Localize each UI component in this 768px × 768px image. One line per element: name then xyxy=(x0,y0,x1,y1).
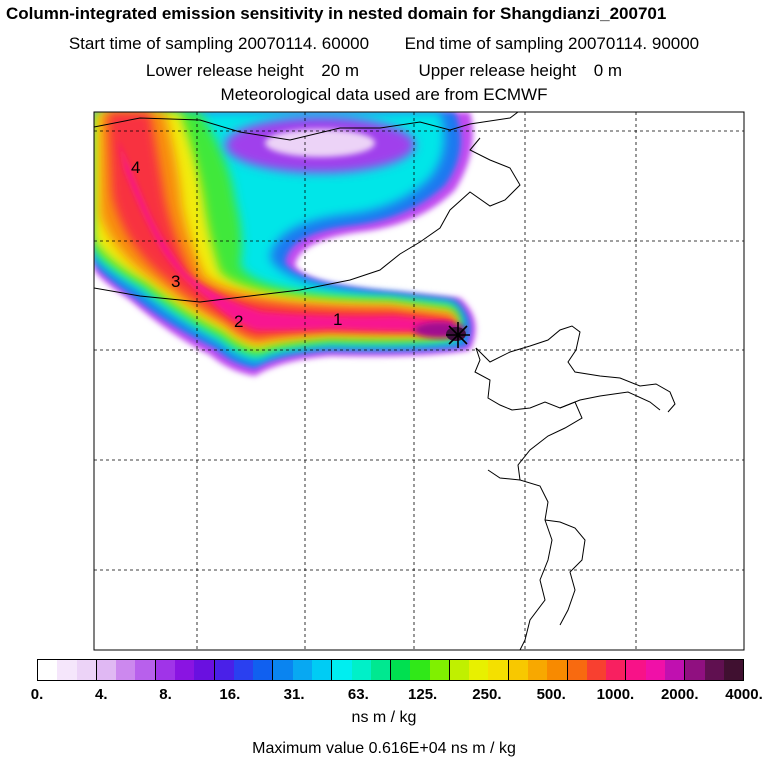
colorbar-swatch xyxy=(214,660,234,680)
colorbar-swatch xyxy=(116,660,136,680)
colorbar-swatch xyxy=(567,660,587,680)
max-value-text: Maximum value 0.616E+04 ns m / kg xyxy=(252,740,516,757)
northern-blob-core xyxy=(265,129,375,157)
colorbar-tick-label: 4. xyxy=(95,686,108,703)
colorbar-swatch xyxy=(469,660,489,680)
colorbar-tick-label: 16. xyxy=(219,686,241,703)
colorbar-tick-label: 31. xyxy=(283,686,305,703)
colorbar-swatch xyxy=(449,660,470,680)
colorbar-tick-label: 250. xyxy=(472,686,502,703)
colorbar-tick-label: 8. xyxy=(159,686,172,703)
colorbar-swatch xyxy=(332,660,352,680)
plume-label-4: 4 xyxy=(131,158,140,177)
colorbar-swatch xyxy=(488,660,509,680)
start-time-value: 20070114. 60000 xyxy=(237,34,370,53)
coastlines xyxy=(94,112,676,650)
colorbar-tick-label: 63. xyxy=(347,686,369,703)
colorbar-swatch xyxy=(547,660,568,680)
map-frame xyxy=(93,111,745,651)
colorbar-swatch xyxy=(410,660,430,680)
sampling-time-line: Start time of sampling 20070114. 60000 E… xyxy=(0,34,768,54)
figure-title: Column-integrated emission sensitivity i… xyxy=(6,4,667,23)
colorbar-swatch xyxy=(135,660,156,680)
colorbar-tick-label: 4000. xyxy=(725,686,763,703)
colorbar-swatch xyxy=(391,660,411,680)
colorbar-swatch xyxy=(174,660,195,680)
graticule xyxy=(94,112,744,650)
colorbar-swatch xyxy=(645,660,665,680)
colorbar-swatch xyxy=(253,660,274,680)
colorbar-swatch xyxy=(429,660,450,680)
colorbar-swatch xyxy=(626,660,646,680)
upper-height-value: 0 m xyxy=(593,61,623,80)
colorbar-swatch xyxy=(57,660,77,680)
colorbar-swatch xyxy=(311,660,333,680)
colorbar-swatch xyxy=(586,660,607,680)
release-height-line: Lower release height 20 m Upper release … xyxy=(0,61,768,81)
colorbar-swatch xyxy=(370,660,392,680)
colorbar-swatch xyxy=(155,660,175,680)
end-time-label: End time of sampling xyxy=(404,34,564,53)
colorbar-swatch xyxy=(96,660,117,680)
colorbar-swatch xyxy=(351,660,371,680)
upper-height-label: Upper release height xyxy=(418,61,577,80)
colorbar-tick-label: 500. xyxy=(536,686,566,703)
colorbar-swatch xyxy=(292,660,312,680)
colorbar-swatch xyxy=(665,660,686,680)
colorbar-tick-label: 1000. xyxy=(596,686,635,703)
colorbar-tick-label: 125. xyxy=(408,686,438,703)
plume-label-2: 2 xyxy=(234,312,243,331)
lower-height-value: 20 m xyxy=(321,61,359,80)
colorbar-swatch xyxy=(704,660,724,680)
colorbar-swatch xyxy=(273,660,293,680)
met-data-line: Meteorological data used are from ECMWF xyxy=(220,85,548,104)
colorbar-swatch xyxy=(508,660,529,680)
colorbar-tick-label: 2000. xyxy=(660,686,699,703)
colorbar-swatch xyxy=(685,660,705,680)
colorbar-swatch xyxy=(38,660,58,680)
colorbar-swatch xyxy=(528,660,548,680)
receptor-marker-icon xyxy=(446,322,470,348)
colorbar-tick-label: 0. xyxy=(30,686,44,703)
end-time-value: 20070114. 90000 xyxy=(568,34,700,53)
colorbar-swatch xyxy=(194,660,215,680)
plume-label-1: 1 xyxy=(333,310,342,329)
lower-height-label: Lower release height xyxy=(145,61,304,80)
colorbar-swatch xyxy=(606,660,627,680)
colorbar-unit: ns m / kg xyxy=(351,709,417,726)
colorbar-swatch xyxy=(233,660,254,680)
start-time-label: Start time of sampling xyxy=(68,34,234,53)
colorbar-swatch xyxy=(76,660,97,680)
plume-label-3: 3 xyxy=(171,272,180,291)
plume-field xyxy=(94,112,476,376)
colorbar-swatch xyxy=(723,660,744,680)
colorbar xyxy=(37,659,744,681)
